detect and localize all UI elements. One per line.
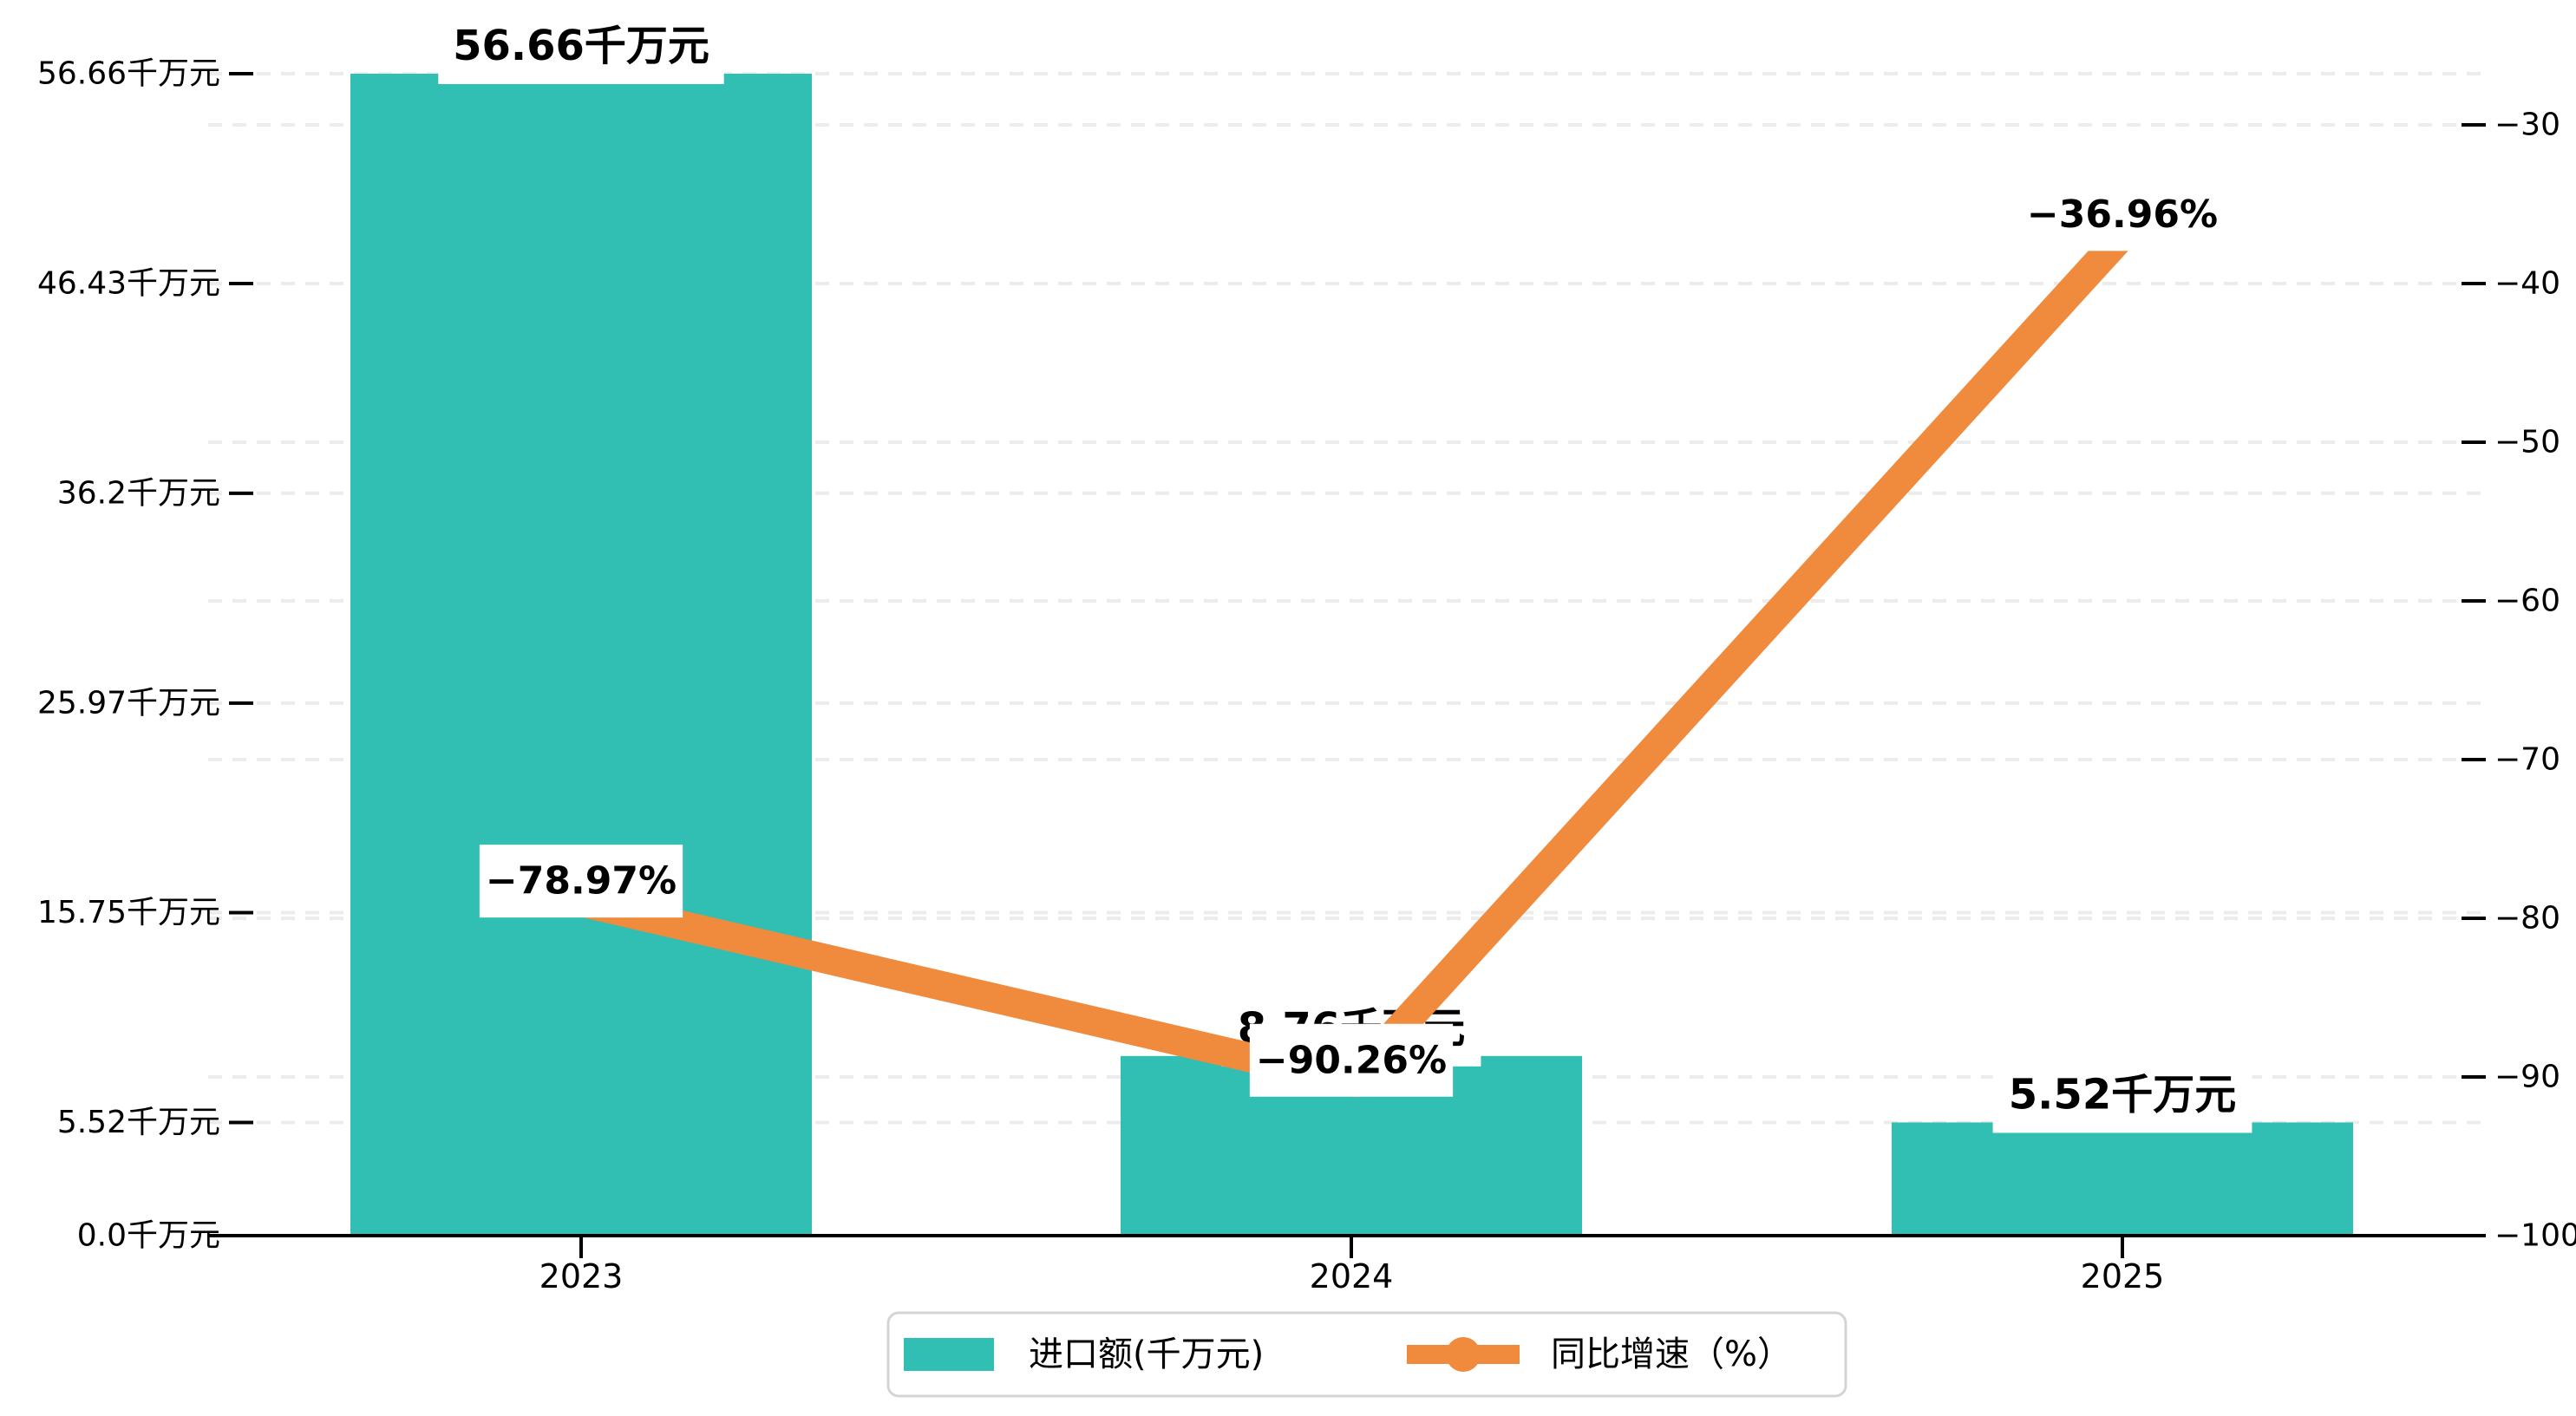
right-axis-label: −40: [2494, 266, 2560, 302]
x-axis-label-2023: 2023: [539, 1257, 624, 1295]
left-axis-label: 5.52千万元: [57, 1105, 220, 1140]
right-axis-label: −90: [2494, 1060, 2560, 1095]
right-axis-label: −30: [2494, 108, 2560, 143]
right-axis-label: −100: [2494, 1218, 2576, 1254]
left-axis-label: 46.43千万元: [37, 265, 220, 301]
bar-series: [350, 74, 2353, 1236]
left-axis-label: 0.0千万元: [77, 1218, 220, 1254]
bar-label-2025: 5.52千万元: [2009, 1070, 2236, 1119]
line-label-2024: −90.26%: [1256, 1038, 1447, 1082]
axes: 2023 2024 2025 0.0千万元 5.52千万元 15.75千万元 25.97千万…: [37, 56, 2576, 1296]
legend-item-import-amount[interactable]: 进口额(千万元): [904, 1334, 1264, 1374]
x-axis-label-2025: 2025: [2081, 1257, 2165, 1295]
bar-2023[interactable]: [350, 74, 812, 1236]
legend-item-yoy-growth[interactable]: 同比增速（%）: [1407, 1334, 1792, 1374]
left-axis-label: 15.75千万元: [37, 895, 220, 930]
line-label-2023: −78.97%: [486, 859, 677, 904]
left-axis-label: 56.66千万元: [37, 56, 220, 92]
right-axis-label: −50: [2494, 425, 2560, 460]
line-label-2023-bg: [479, 845, 683, 918]
line-labels: −78.97% −90.26% −36.96%: [479, 178, 2225, 1097]
legend: 进口额(千万元) 同比增速（%）: [886, 1311, 1847, 1398]
right-axis-label: −60: [2494, 584, 2560, 619]
right-axis-label: −80: [2494, 901, 2560, 936]
legend-label-import-amount: 进口额(千万元): [1029, 1334, 1264, 1374]
line-label-2025-bg: [2020, 178, 2225, 251]
left-axis-label: 36.2千万元: [57, 475, 220, 511]
legend-box: [886, 1311, 1847, 1398]
legend-label-yoy-growth: 同比增速（%）: [1551, 1334, 1792, 1374]
left-axis-label: 25.97千万元: [37, 685, 220, 721]
right-axis-label: −70: [2494, 742, 2560, 778]
bar-2025[interactable]: [1892, 1122, 2353, 1236]
bar-label-2023-bg: [438, 8, 724, 84]
bar-label-2025-bg: [1992, 1056, 2252, 1133]
legend-dot-marker-icon: [1446, 1337, 1481, 1372]
x-axis-label-2024: 2024: [1310, 1257, 1394, 1295]
line-label-2024-bg: [1249, 1023, 1454, 1097]
growth-line[interactable]: [578, 225, 2134, 1098]
legend-bar-swatch-icon: [904, 1338, 994, 1371]
bar-label-2023: 56.66千万元: [453, 22, 709, 70]
line-label-2025: −36.96%: [2027, 192, 2218, 237]
